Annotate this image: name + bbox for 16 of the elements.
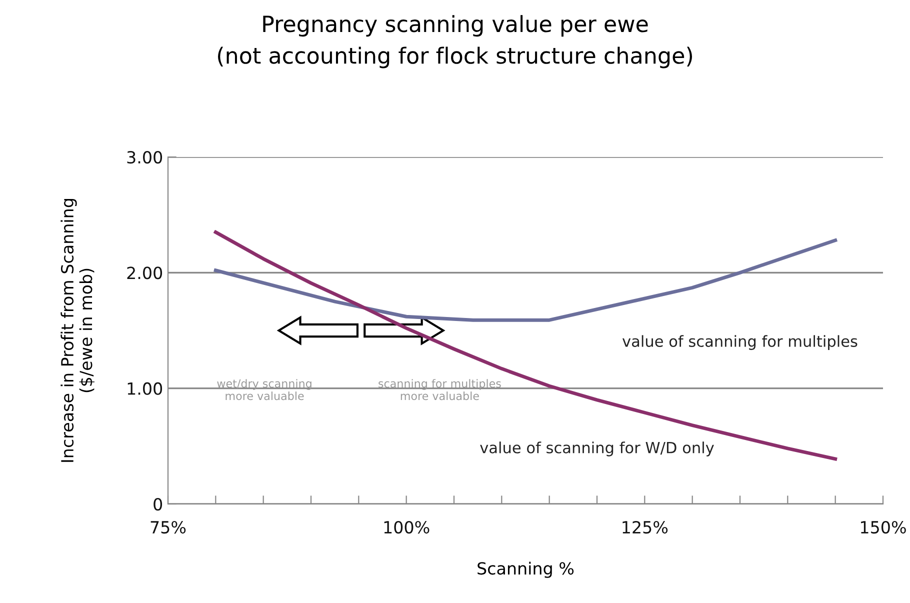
text: value of scanning for multiples (622, 335, 858, 350)
annotation: wet/dry scanning more valuable (217, 379, 312, 400)
y-tick-label: 1.00 (128, 382, 162, 395)
line-series (214, 238, 838, 322)
y-tick-label: 3.00 (127, 150, 162, 164)
x-tick-label: 75% (150, 520, 186, 534)
x-axis-title: Scanning % (478, 562, 574, 578)
x-tick-label: 125% (622, 520, 668, 534)
chart-title: Pregnancy scanning value per ewe (not accounting for flock structure change) (218, 15, 692, 68)
x-tick-label: 150% (861, 520, 906, 534)
x-tick-label: 100% (384, 520, 430, 534)
series-label: value of scanning for W/D only (480, 442, 714, 456)
y-tick-label: 0 (154, 498, 162, 511)
annotation: scanning for multiples more valuable (378, 379, 501, 400)
y-axis-title: Increase in Profit from Scanning ($/ewe in mob) (60, 199, 94, 462)
y-tick-label: 2.00 (127, 266, 162, 280)
